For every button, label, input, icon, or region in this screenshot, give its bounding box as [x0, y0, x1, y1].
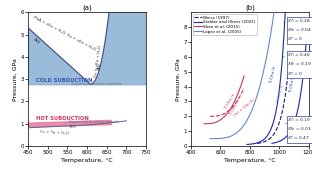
- Text: Atg: Atg: [97, 62, 102, 70]
- Text: Supersubduction mantle: Supersubduction mantle: [71, 82, 122, 86]
- Text: COLD SUBDUCTION: COLD SUBDUCTION: [36, 78, 92, 83]
- Text: Atg: Atg: [69, 123, 77, 129]
- Text: Chl + Chu In: Chl + Chu In: [233, 98, 255, 118]
- Text: Atg: Atg: [33, 37, 41, 44]
- Text: $X_{Ti}$ = 0.28
$X_{Fe}$ = 0.04
$X_T$ = 0: $X_{Ti}$ = 0.28 $X_{Fe}$ = 0.04 $X_T$ = …: [287, 18, 312, 43]
- Text: Ti-Chu In: Ti-Chu In: [223, 93, 236, 110]
- X-axis label: Temperature, °C: Temperature, °C: [224, 158, 276, 163]
- Title: (b): (b): [245, 5, 255, 11]
- Text: Fo + Ta + H₂O: Fo + Ta + H₂O: [40, 130, 69, 136]
- Text: Fo + cEn + H₂O: Fo + cEn + H₂O: [94, 45, 103, 78]
- Text: Supersubduction mantle: Supersubduction mantle: [69, 120, 120, 124]
- Text: PhA + cEn + H₂O  Fo + cEn + H₂O: PhA + cEn + H₂O Fo + cEn + H₂O: [33, 15, 96, 52]
- X-axis label: Temperature, °C: Temperature, °C: [61, 158, 113, 163]
- Y-axis label: Pressure, GPa: Pressure, GPa: [12, 58, 18, 101]
- Text: Ti-Chu In: Ti-Chu In: [290, 74, 296, 93]
- Text: Ti-Chu In: Ti-Chu In: [229, 99, 241, 116]
- Text: HOT SUBDUCTION: HOT SUBDUCTION: [36, 116, 89, 121]
- Text: Ti-Chu In: Ti-Chu In: [276, 85, 285, 103]
- Text: Ti-Chu In: Ti-Chu In: [269, 65, 277, 84]
- Legend: Weiss (1997), Stalder and Ulmer (2001), Shen et al. (2015), Lopez et al. (2005): Weiss (1997), Stalder and Ulmer (2001), …: [193, 14, 256, 35]
- Text: $X_{Ti}$ = 0.19
$X_{Fe}$ = 0.03
$X_T$ = 0.47: $X_{Ti}$ = 0.19 $X_{Fe}$ = 0.03 $X_T$ = …: [287, 116, 312, 142]
- Y-axis label: Pressure, GPa: Pressure, GPa: [175, 58, 180, 101]
- Title: (a): (a): [82, 5, 92, 11]
- Text: $X_{Ti}$ = 0.46
$X_{Fe}$ = 0.19
$X_T$ = 0: $X_{Ti}$ = 0.46 $X_{Fe}$ = 0.19 $X_T$ = …: [287, 52, 312, 77]
